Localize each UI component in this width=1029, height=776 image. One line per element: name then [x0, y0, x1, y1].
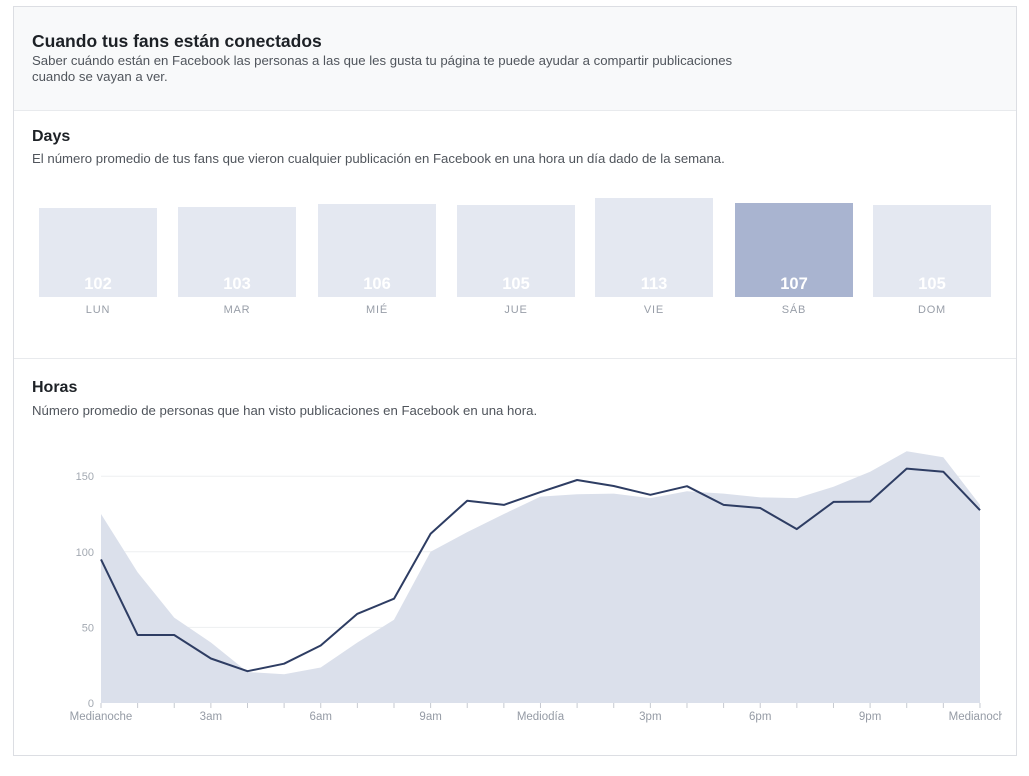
svg-text:50: 50 [82, 622, 94, 634]
svg-text:0: 0 [88, 698, 94, 710]
svg-text:100: 100 [76, 547, 94, 559]
svg-text:6am: 6am [310, 711, 332, 723]
svg-text:9pm: 9pm [859, 711, 881, 723]
svg-text:3pm: 3pm [639, 711, 661, 723]
svg-text:Medianoche: Medianoche [70, 711, 133, 723]
svg-text:6pm: 6pm [749, 711, 771, 723]
svg-text:Medianoche: Medianoche [949, 711, 1002, 723]
svg-text:3am: 3am [200, 711, 222, 723]
svg-text:9am: 9am [419, 711, 441, 723]
svg-text:Mediodía: Mediodía [517, 711, 565, 723]
svg-text:150: 150 [76, 471, 94, 483]
